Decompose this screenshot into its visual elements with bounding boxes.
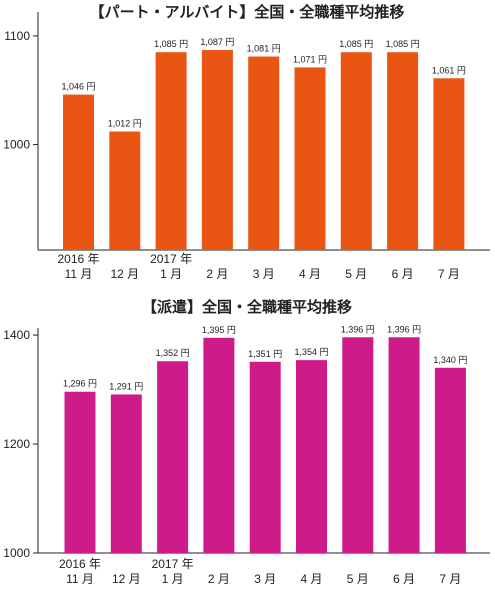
bar	[157, 361, 189, 553]
bar	[155, 52, 187, 250]
data-label: 1,291 円	[109, 381, 143, 391]
bar	[387, 52, 419, 250]
data-label: 1,046 円	[61, 82, 95, 92]
data-label: 1,085 円	[386, 39, 420, 49]
category-month-label: 3 月	[253, 267, 275, 281]
category-year-label: 2017 年	[152, 557, 194, 571]
category-month-label: 4 月	[300, 572, 322, 586]
category-month-label: 1 月	[160, 267, 182, 281]
bar	[340, 52, 372, 250]
category-year-label: 2016 年	[59, 557, 101, 571]
bar	[110, 394, 142, 553]
y-tick-label: 1200	[3, 437, 30, 451]
data-label: 1,396 円	[387, 324, 421, 334]
bar	[296, 360, 327, 553]
data-label: 1,354 円	[294, 347, 328, 357]
part-time-chart: 【パート・アルバイト】全国・全職種平均推移 1000 1100 1,046 円 201…	[3, 3, 490, 281]
category-month-label: 4 月	[299, 267, 321, 281]
category-year-label: 2016 年	[57, 252, 99, 266]
bar	[294, 67, 326, 251]
bar	[388, 337, 420, 553]
data-label: 1,395 円	[202, 325, 236, 335]
data-label: 1,085 円	[339, 39, 373, 49]
category-month-label: 12 月	[110, 267, 139, 281]
data-label: 1,351 円	[248, 349, 282, 359]
data-label: 1,071 円	[293, 54, 327, 64]
bar	[248, 56, 280, 250]
category-month-label: 7 月	[438, 267, 460, 281]
category-month-label: 5 月	[347, 572, 369, 586]
bar	[433, 78, 465, 250]
bar	[249, 361, 281, 553]
bar	[64, 391, 96, 553]
category-month-label: 12 月	[112, 572, 141, 586]
y-tick-label: 1100	[4, 29, 30, 43]
data-label: 1,085 円	[154, 39, 188, 49]
bar	[342, 337, 374, 553]
category-month-label: 3 月	[254, 572, 276, 586]
data-label: 1,081 円	[247, 44, 281, 54]
bar	[109, 131, 141, 250]
category-month-label: 2 月	[206, 267, 228, 281]
data-label: 1,061 円	[432, 65, 466, 75]
y-tick-label: 1000	[3, 138, 30, 152]
chart-title: 【派遣】全国・全職種平均推移	[142, 298, 352, 316]
bar	[434, 367, 466, 553]
category-month-label: 2 月	[208, 572, 230, 586]
data-label: 1,087 円	[200, 37, 234, 47]
category-month-label: 6 月	[392, 267, 414, 281]
bar	[63, 94, 94, 251]
data-label: 1,352 円	[156, 348, 190, 358]
category-month-label: 1 月	[162, 572, 184, 586]
category-month-label: 7 月	[439, 572, 461, 586]
data-label: 1,396 円	[341, 324, 375, 334]
category-month-label: 5 月	[345, 267, 367, 281]
category-year-label: 2017 年	[150, 252, 192, 266]
bar	[201, 50, 233, 250]
chart-title: 【パート・アルバイト】全国・全職種平均推移	[90, 3, 405, 21]
data-label: 1,012 円	[108, 119, 142, 129]
y-tick-label: 1000	[3, 546, 30, 560]
dispatch-chart: 【派遣】全国・全職種平均推移 1000 1200 1400 1,296 円 2016 年…	[3, 298, 490, 586]
data-label: 1,296 円	[63, 379, 97, 389]
category-month-label: 11 月	[66, 572, 94, 586]
bar	[203, 337, 235, 553]
category-month-label: 11 月	[65, 267, 93, 281]
y-tick-label: 1400	[3, 328, 30, 342]
category-month-label: 6 月	[393, 572, 415, 586]
data-label: 1,340 円	[433, 355, 467, 365]
